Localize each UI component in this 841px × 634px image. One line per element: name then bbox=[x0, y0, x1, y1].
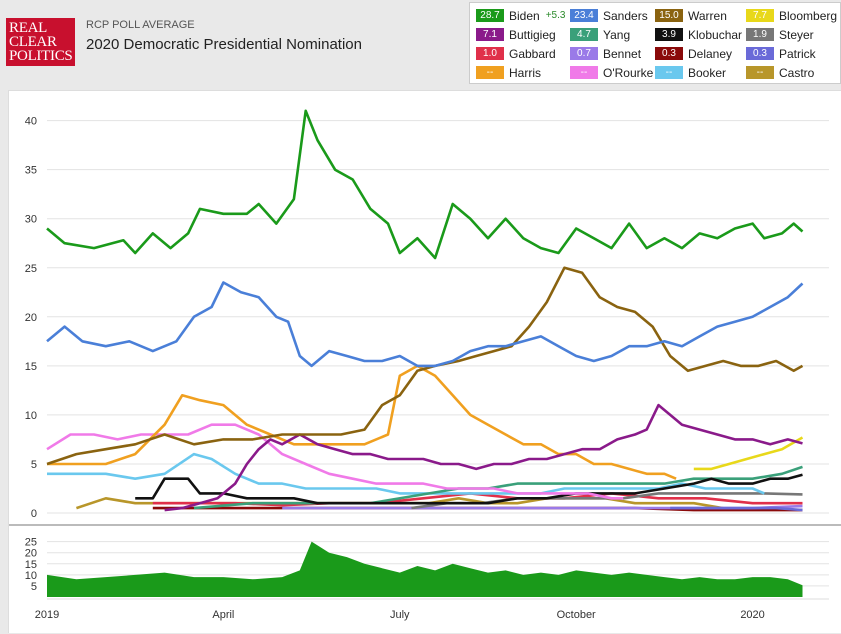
volume-tick-label: 20 bbox=[25, 548, 37, 560]
legend-value-booker: -- bbox=[655, 66, 683, 80]
y-tick-label: 35 bbox=[25, 165, 37, 177]
volume-tick-label: 15 bbox=[25, 559, 37, 571]
legend-name-bennet: Bennet bbox=[603, 46, 642, 61]
rcp-logo[interactable]: REAL CLEAR POLITICS bbox=[6, 18, 75, 66]
legend-value-harris: -- bbox=[476, 66, 504, 80]
legend-item-sanders[interactable]: 23.4 Sanders bbox=[570, 8, 648, 24]
legend-name-sanders: Sanders bbox=[603, 8, 648, 23]
legend-name-buttigieg: Buttigieg bbox=[509, 27, 556, 42]
y-tick-label: 30 bbox=[25, 214, 37, 226]
series-line-bloomberg bbox=[693, 436, 804, 471]
legend-item-yang[interactable]: 4.7 Yang bbox=[570, 27, 630, 43]
legend-item-biden[interactable]: 28.7 Biden +5.3 bbox=[476, 8, 565, 24]
x-tick-label: 2020 bbox=[740, 609, 764, 621]
chart-kicker: RCP POLL AVERAGE bbox=[86, 19, 195, 31]
legend-value-biden: 28.7 bbox=[476, 9, 504, 23]
y-tick-label: 0 bbox=[31, 508, 37, 520]
chart-title: 2020 Democratic Presidential Nomination bbox=[86, 36, 362, 53]
legend-item-castro[interactable]: -- Castro bbox=[746, 65, 814, 81]
legend-name-klobuchar: Klobuchar bbox=[688, 27, 743, 42]
legend-item-klobuchar[interactable]: 3.9 Klobuchar bbox=[655, 27, 742, 43]
legend-value-steyer: 1.9 bbox=[746, 28, 774, 42]
legend-value-yang: 4.7 bbox=[570, 28, 598, 42]
series-line-buttigieg bbox=[164, 403, 803, 512]
legend-value-bennet: 0.7 bbox=[570, 47, 598, 61]
legend-name-yang: Yang bbox=[603, 27, 631, 42]
legend-item-bloomberg[interactable]: 7.7 Bloomberg bbox=[746, 8, 837, 24]
y-tick-label: 10 bbox=[25, 410, 37, 422]
y-tick-label: 25 bbox=[25, 263, 37, 275]
y-tick-label: 5 bbox=[31, 459, 37, 471]
legend-name-bloomberg: Bloomberg bbox=[779, 8, 838, 23]
legend-value-orourke: -- bbox=[570, 66, 598, 80]
legend-name-delaney: Delaney bbox=[688, 46, 733, 61]
series-line-warren bbox=[46, 266, 804, 466]
legend-item-warren[interactable]: 15.0 Warren bbox=[655, 8, 727, 24]
y-tick-label: 40 bbox=[25, 116, 37, 128]
series-line-biden bbox=[46, 109, 804, 260]
legend-item-bennet[interactable]: 0.7 Bennet bbox=[570, 46, 641, 62]
x-tick-label: 2019 bbox=[35, 609, 59, 621]
volume-tick-label: 5 bbox=[31, 581, 37, 593]
legend-name-patrick: Patrick bbox=[779, 46, 816, 61]
legend-value-klobuchar: 3.9 bbox=[655, 28, 683, 42]
legend-name-harris: Harris bbox=[509, 65, 541, 80]
series-line-sanders bbox=[46, 281, 804, 368]
x-tick-label: July bbox=[390, 609, 410, 621]
legend-item-orourke[interactable]: -- O'Rourke bbox=[570, 65, 653, 81]
chart-panel: 0 5 10 15 20 25 30 35 40 5 10 15 20 25 2019 April July Oc… bbox=[8, 90, 841, 633]
legend-name-booker: Booker bbox=[688, 65, 727, 80]
legend-change-biden: +5.3 bbox=[545, 10, 566, 22]
legend-item-delaney[interactable]: 0.3 Delaney bbox=[655, 46, 732, 62]
legend: 28.7 Biden +5.3 23.4 Sanders 15.0 Warren 7.7 Blo… bbox=[469, 2, 841, 84]
legend-value-bloomberg: 7.7 bbox=[746, 9, 774, 23]
legend-item-steyer[interactable]: 1.9 Steyer bbox=[746, 27, 814, 43]
legend-value-warren: 15.0 bbox=[655, 9, 683, 23]
legend-name-steyer: Steyer bbox=[779, 27, 814, 42]
legend-item-harris[interactable]: -- Harris bbox=[476, 65, 541, 81]
legend-value-delaney: 0.3 bbox=[655, 47, 683, 61]
volume-tick-label: 25 bbox=[25, 537, 37, 549]
legend-name-warren: Warren bbox=[688, 8, 727, 23]
x-tick-label: April bbox=[212, 609, 234, 621]
series-line-harris bbox=[47, 364, 677, 480]
legend-item-buttigieg[interactable]: 7.1 Buttigieg bbox=[476, 27, 556, 43]
legend-item-patrick[interactable]: 0.3 Patrick bbox=[746, 46, 816, 62]
x-tick-label: October bbox=[557, 609, 596, 621]
series-line-orourke bbox=[46, 423, 624, 500]
y-tick-label: 20 bbox=[25, 312, 37, 324]
volume-tick-label: 10 bbox=[25, 570, 37, 582]
series-line-klobuchar bbox=[135, 473, 803, 505]
legend-item-booker[interactable]: -- Booker bbox=[655, 65, 726, 81]
legend-name-gabbard: Gabbard bbox=[509, 46, 556, 61]
legend-value-patrick: 0.3 bbox=[746, 47, 774, 61]
legend-value-buttigieg: 7.1 bbox=[476, 28, 504, 42]
volume-area bbox=[47, 541, 803, 597]
header: REAL CLEAR POLITICS RCP POLL AVERAGE 202… bbox=[0, 0, 841, 88]
y-tick-label: 15 bbox=[25, 361, 37, 373]
legend-name-castro: Castro bbox=[779, 65, 815, 80]
legend-value-sanders: 23.4 bbox=[570, 9, 598, 23]
legend-name-orourke: O'Rourke bbox=[603, 65, 654, 80]
legend-name-biden: Biden bbox=[509, 8, 540, 23]
legend-item-gabbard[interactable]: 1.0 Gabbard bbox=[476, 46, 556, 62]
series-line-patrick bbox=[670, 506, 803, 512]
legend-value-gabbard: 1.0 bbox=[476, 47, 504, 61]
legend-value-castro: -- bbox=[746, 66, 774, 80]
